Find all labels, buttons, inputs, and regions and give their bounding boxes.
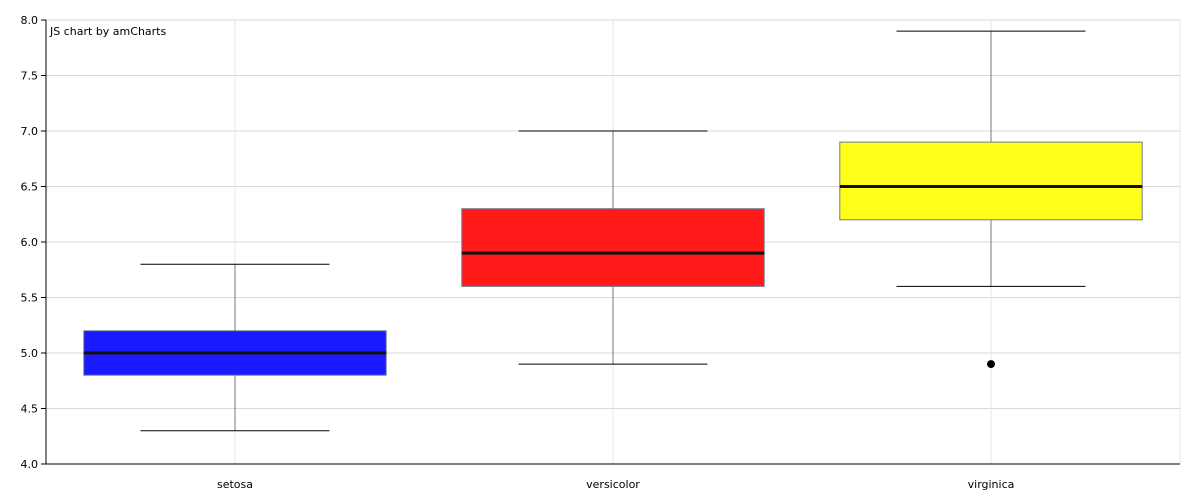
y-tick-label: 4.0 xyxy=(21,458,39,471)
x-category-label: setosa xyxy=(217,478,253,491)
y-tick-label: 5.5 xyxy=(21,292,39,305)
y-tick-label: 8.0 xyxy=(21,14,39,27)
outlier-point xyxy=(987,360,995,369)
y-tick-label: 6.5 xyxy=(21,181,39,194)
axes xyxy=(41,19,1180,465)
box-versicolor xyxy=(461,130,765,365)
y-tick-label: 4.5 xyxy=(21,403,39,416)
x-category-label: virginica xyxy=(968,478,1015,491)
labels: 4.0 4.5 5.0 5.5 6.0 6.5 7.0 7.5 8.0 setosa versico… xyxy=(21,14,1015,491)
box-body xyxy=(839,141,1143,221)
y-tick-label: 6.0 xyxy=(21,236,39,249)
box-virginica xyxy=(839,30,1143,369)
y-tick-label: 7.5 xyxy=(21,70,39,83)
x-category-label: versicolor xyxy=(586,478,640,491)
box-setosa xyxy=(83,263,387,432)
boxes xyxy=(83,30,1143,432)
y-tick-label: 5.0 xyxy=(21,347,39,360)
y-tick-label: 7.0 xyxy=(21,125,39,138)
chart-credit[interactable]: JS chart by amCharts xyxy=(49,25,166,38)
box-body xyxy=(461,208,765,287)
